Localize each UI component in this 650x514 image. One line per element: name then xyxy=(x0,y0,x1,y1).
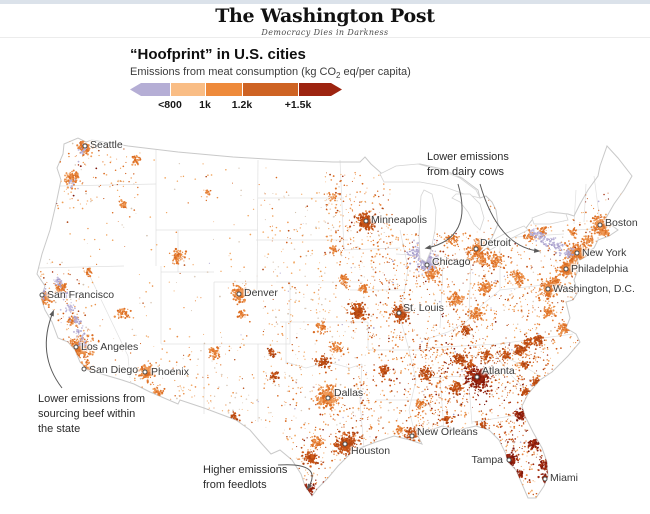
legend-tick-label: 1.2k xyxy=(231,99,253,111)
city-marker xyxy=(81,366,87,372)
city-marker xyxy=(39,292,45,298)
city-label: Miami xyxy=(550,472,578,484)
city-label: San Diego xyxy=(89,364,139,376)
city-marker xyxy=(545,286,551,292)
city-label: Washington, D.C. xyxy=(553,283,635,295)
city-marker xyxy=(342,441,348,447)
city-marker xyxy=(424,262,430,268)
city-marker xyxy=(363,218,369,224)
annotation-beef: Lower emissions from sourcing beef within… xyxy=(38,393,145,435)
masthead-tagline: Democracy Dies in Darkness xyxy=(261,28,389,37)
city-marker xyxy=(597,222,603,228)
legend-segment-1 xyxy=(171,83,205,96)
top-accent-bar xyxy=(0,0,650,4)
us-dot-density-map-canvas xyxy=(28,132,648,512)
legend-segment-3 xyxy=(243,83,298,96)
city-label: Dallas xyxy=(334,387,364,399)
city-marker xyxy=(142,369,148,375)
city-marker xyxy=(82,143,88,149)
city-label: New York xyxy=(582,247,627,259)
city-label: Atlanta xyxy=(482,365,515,377)
city-marker xyxy=(473,246,479,252)
city-label: Phoenix xyxy=(151,366,189,378)
subtitle-text-end: eq/per capita) xyxy=(340,66,411,78)
city-label: Boston xyxy=(605,217,638,229)
city-label: Minneapolis xyxy=(371,214,428,226)
graphic-title: “Hoofprint” in U.S. cities xyxy=(130,46,306,63)
legend-segment-2 xyxy=(206,83,242,96)
legend-labels: <800 1k 1.2k +1.5k xyxy=(130,99,350,111)
city-label: Chicago xyxy=(432,256,471,268)
city-marker xyxy=(542,476,548,482)
legend-tick-label: +1.5k xyxy=(284,99,312,111)
city-label: Detroit xyxy=(480,237,511,249)
annotation-dairy: Lower emissions from dairy cows xyxy=(427,151,509,178)
city-label: Tampa xyxy=(471,454,503,466)
masthead-divider xyxy=(0,37,650,38)
subtitle-subscript: 2 xyxy=(336,71,341,81)
city-label: Los Angeles xyxy=(81,341,139,353)
city-label: St. Louis xyxy=(403,302,444,314)
city-label: San Francisco xyxy=(47,289,115,301)
legend-tick-label: <800 xyxy=(158,99,182,111)
city-marker xyxy=(396,310,402,316)
city-marker xyxy=(474,374,480,380)
legend-tick-label: 1k xyxy=(199,99,211,111)
city-label: Philadelphia xyxy=(571,263,629,275)
city-label: New Orleans xyxy=(417,426,478,438)
city-marker xyxy=(563,266,569,272)
city-marker xyxy=(409,433,415,439)
city-label: Denver xyxy=(244,287,278,299)
legend-segment-0 xyxy=(130,83,170,96)
city-marker xyxy=(506,457,512,463)
subtitle-text: Emissions from meat consumption (kg CO xyxy=(130,66,337,78)
graphic-subtitle: Emissions from meat consumption (kg CO2 … xyxy=(130,66,411,80)
masthead-logo[interactable]: The Washington Post xyxy=(215,5,435,27)
masthead: The Washington Post Democracy Dies in Da… xyxy=(0,5,650,38)
city-marker xyxy=(236,291,242,297)
annotation-feedlots: Higher emissions from feedlots xyxy=(203,464,288,491)
legend-color-scale xyxy=(130,83,342,96)
city-marker xyxy=(574,250,580,256)
city-label: Seattle xyxy=(90,139,123,151)
us-map: Seattle San Francisco Los Angeles San Diego… xyxy=(28,132,648,512)
city-marker xyxy=(73,344,79,350)
legend-segment-4 xyxy=(299,83,342,96)
city-marker xyxy=(325,395,331,401)
city-label: Houston xyxy=(351,445,391,457)
